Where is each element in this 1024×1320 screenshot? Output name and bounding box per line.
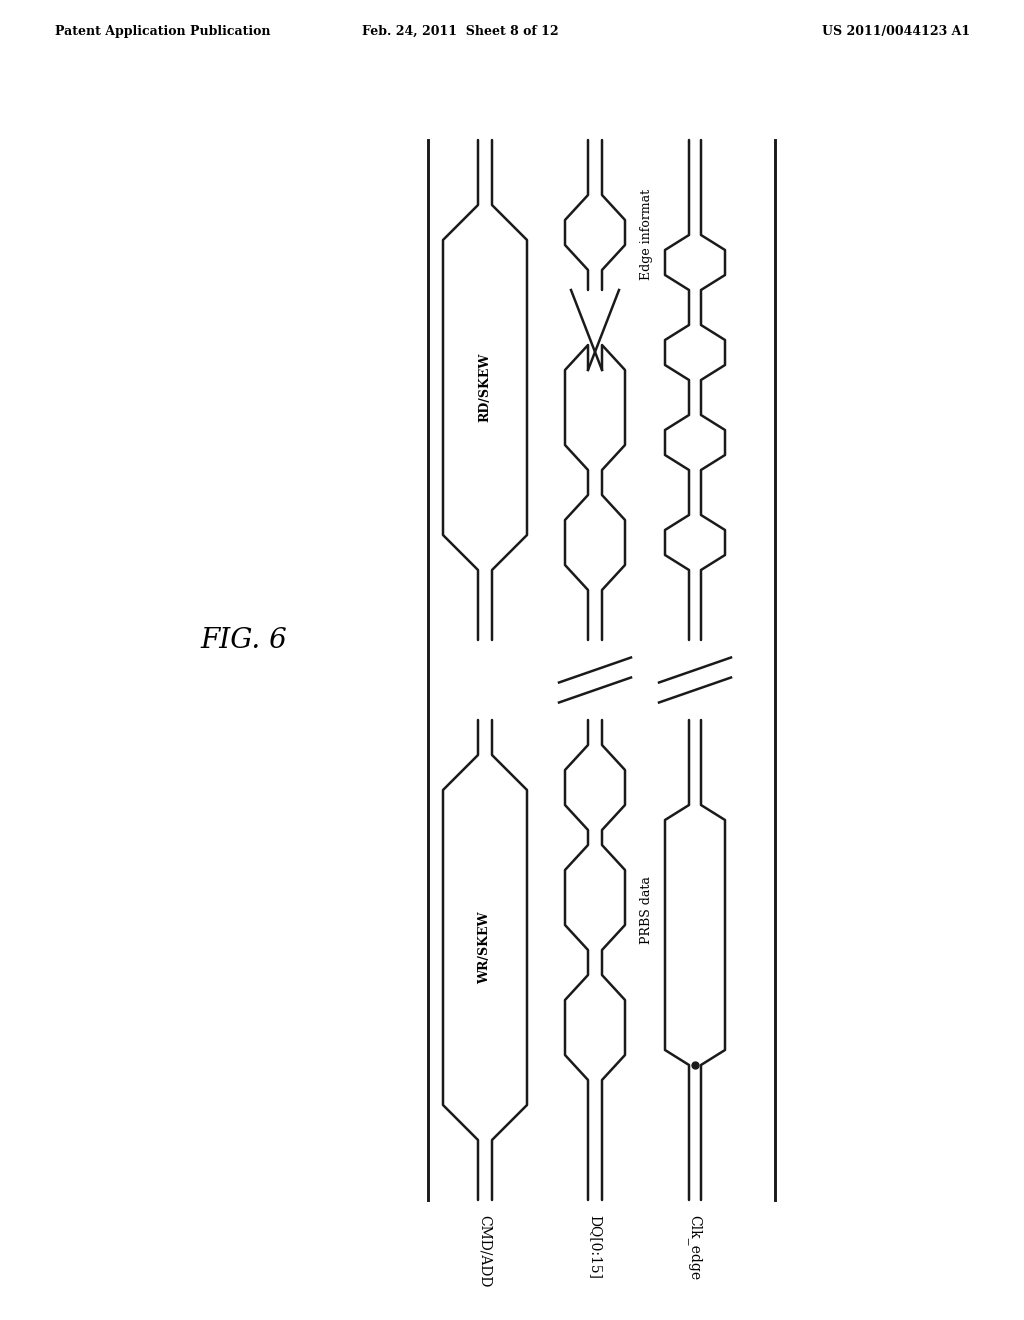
Text: Clk_edge: Clk_edge: [687, 1214, 702, 1280]
Text: RD/SKEW: RD/SKEW: [478, 352, 492, 422]
Text: CMD/ADD: CMD/ADD: [478, 1214, 492, 1287]
Text: WR/SKEW: WR/SKEW: [478, 911, 492, 983]
Text: DQ[0:15]: DQ[0:15]: [588, 1214, 602, 1279]
Text: Patent Application Publication: Patent Application Publication: [55, 25, 270, 38]
Text: FIG. 6: FIG. 6: [200, 627, 287, 653]
Text: US 2011/0044123 A1: US 2011/0044123 A1: [822, 25, 970, 38]
Text: Feb. 24, 2011  Sheet 8 of 12: Feb. 24, 2011 Sheet 8 of 12: [361, 25, 558, 38]
Text: PRBS data: PRBS data: [640, 876, 653, 944]
Text: Edge informat: Edge informat: [640, 189, 653, 280]
